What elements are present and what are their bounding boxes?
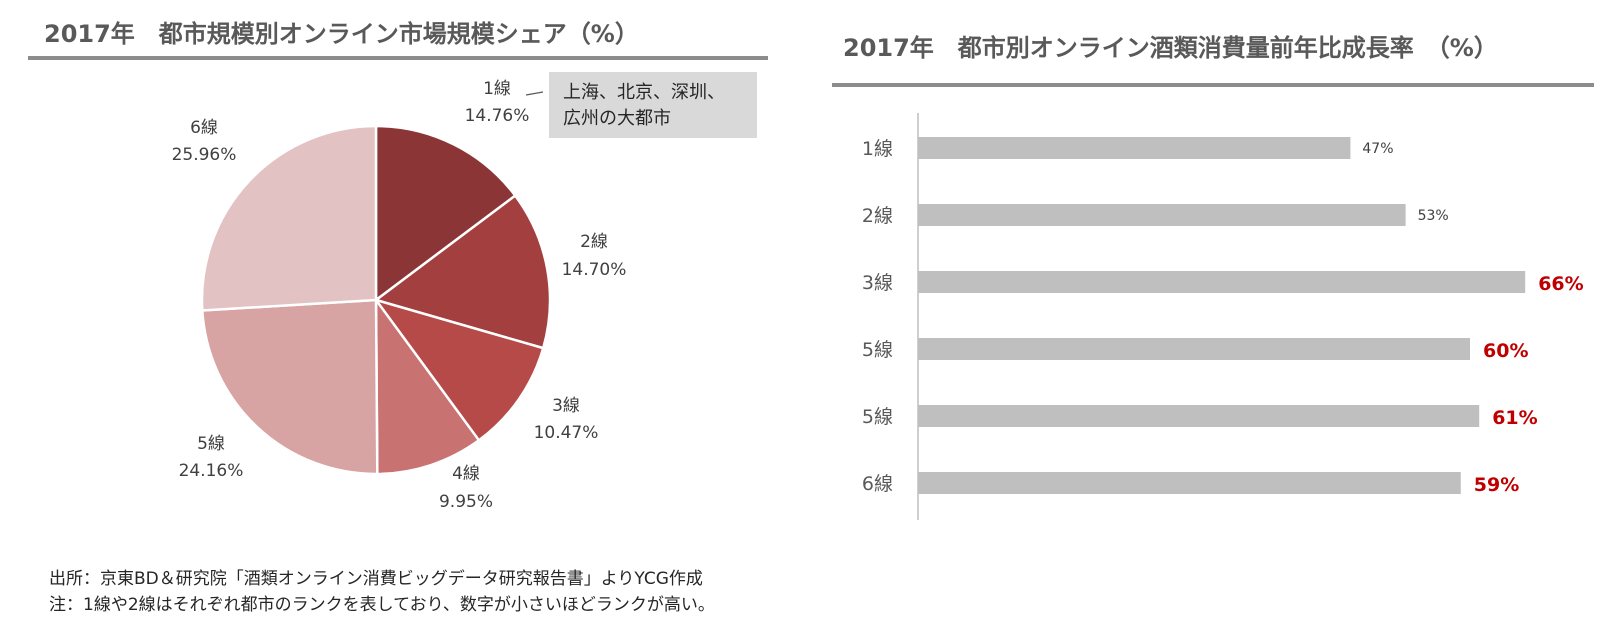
pie-value-label-3: 10.47% [534,423,599,443]
pie-chart [200,124,552,476]
pie-value-label-1: 14.76% [465,106,530,126]
bar-value-label-4: 60% [1483,340,1528,362]
left-chart-title: 2017年 都市規模別オンライン市場規模シェア（%） [44,20,639,48]
bar-category-label-2: 2線 [862,205,893,227]
bar-category-label-1: 1線 [862,138,893,160]
callout-leader-line [525,91,544,96]
bar-value-label-6: 59% [1474,474,1519,496]
bar-5 [918,405,1480,427]
right-title-rule [832,83,1594,87]
pie-labels: 1線 14.76% 2線 14.70% 3線 10.47% 4線 9.95% 5線 24.16% 6… [172,79,627,512]
pie-category-label-1: 1線 [483,79,511,99]
pie-category-label-3: 3線 [552,396,580,416]
bar-6 [918,472,1461,494]
bar-2 [918,204,1406,226]
pie-slice-6 [200,124,378,312]
bar-category-label-3: 3線 [862,272,893,294]
bar-category-label-6: 6線 [862,473,893,495]
source-note: 出所：京東BD＆研究院「酒類オンライン消費ビッグデータ研究報告書」よりYCG作成 [49,569,703,589]
bar-value-label-5: 61% [1492,407,1537,429]
pie-category-label-4: 4線 [452,464,480,484]
left-title-rule [28,56,768,60]
bar-category-label-5: 5線 [862,406,893,428]
footnote: 注：1線や2線はそれぞれ都市のランクを表しており、数字が小さいほどランクが高い。 [49,595,715,615]
right-chart-title: 2017年 都市別オンライン酒類消費量前年比成長率 （%） [843,34,1498,62]
pie-category-label-2: 2線 [580,232,608,252]
callout-line-1: 上海、北京、深圳、 [563,82,725,103]
pie-value-label-4: 9.95% [439,492,493,512]
bar-3 [918,271,1526,293]
bar-4 [918,338,1470,360]
pie-value-label-5: 24.16% [179,461,244,481]
pie-slice-4 [374,296,481,476]
pie-category-label-6: 6線 [190,118,218,138]
bar-value-label-2: 53% [1418,208,1449,224]
pie-slice-1 [374,124,517,303]
bar-chart: 1線 47% 2線 53% 3線 66% 5線 60% 5線 61% 6線 59% [862,113,1584,520]
bar-1 [918,137,1351,159]
callout-line-2: 広州の大都市 [563,108,671,129]
bar-category-label-4: 5線 [862,339,893,361]
pie-slice-2 [373,193,552,350]
pie-slice-3 [372,297,545,443]
pie-category-label-5: 5線 [197,434,225,454]
pie-value-label-6: 25.96% [172,145,237,165]
bar-value-label-1: 47% [1362,141,1393,157]
bar-value-label-3: 66% [1538,273,1583,295]
pie-value-label-2: 14.70% [562,260,627,280]
pie-slice-5 [200,298,379,476]
pie-callout-box: 上海、北京、深圳、 広州の大都市 [549,72,757,138]
